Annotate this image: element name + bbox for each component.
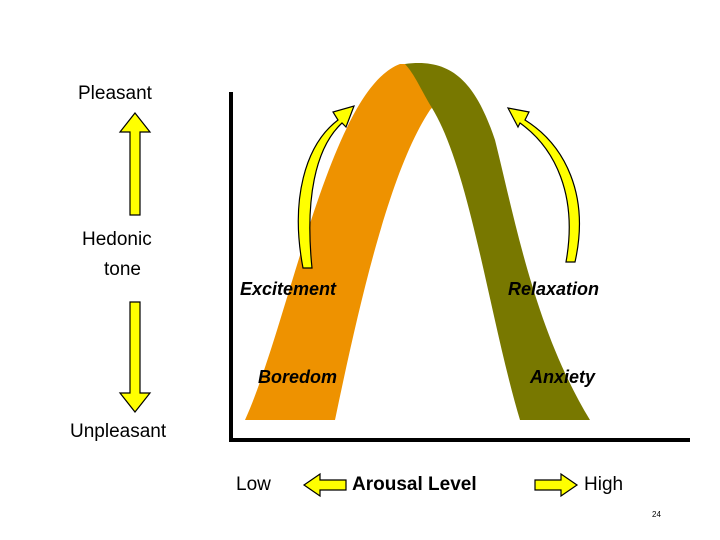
excitement-label: Excitement: [240, 279, 337, 299]
low-label: Low: [236, 474, 271, 495]
left-arrow: [302, 472, 347, 498]
arrows: [118, 105, 580, 498]
relaxation-label: Relaxation: [508, 279, 599, 299]
arousal-level-label: Arousal Level: [352, 474, 477, 495]
hedonic-label: Hedonic: [82, 229, 152, 250]
curved-arrow-left: [297, 105, 355, 269]
curved-arrow-right: [506, 107, 580, 263]
tone-label: tone: [104, 259, 141, 280]
pleasant-label: Pleasant: [78, 83, 153, 104]
orange-band: [245, 64, 439, 420]
right-arrow: [534, 472, 579, 498]
down-arrow: [118, 301, 152, 413]
page-number: 24: [652, 510, 661, 519]
high-label: High: [584, 474, 623, 495]
unpleasant-label: Unpleasant: [70, 421, 167, 442]
anxiety-label: Anxiety: [529, 367, 596, 387]
boredom-label: Boredom: [258, 367, 337, 387]
olive-band: [405, 63, 590, 421]
up-arrow: [118, 112, 152, 216]
